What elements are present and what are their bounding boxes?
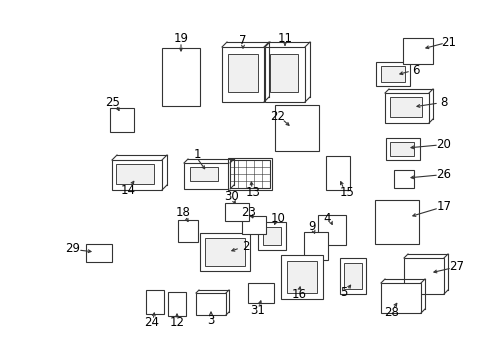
Text: 18: 18 [175,207,190,220]
Bar [242,216,265,234]
Text: 2: 2 [242,239,249,252]
Bar [393,170,413,188]
Bar [112,160,162,190]
Bar [190,167,218,181]
Text: 17: 17 [436,201,450,213]
Text: 30: 30 [224,189,239,202]
Bar [339,258,365,294]
Bar [403,258,443,294]
Bar [168,292,185,316]
Bar [222,47,264,102]
Bar [389,142,413,156]
Bar [384,93,428,123]
Bar [263,227,281,245]
Bar [196,293,225,315]
Bar [281,255,323,299]
Bar [247,283,273,303]
Bar [402,38,432,64]
Text: 10: 10 [270,211,285,225]
Bar [389,97,421,117]
Bar [178,220,198,242]
Text: 9: 9 [307,220,315,233]
Text: 7: 7 [239,33,246,46]
Text: 23: 23 [241,206,256,219]
Text: 27: 27 [448,261,464,274]
Bar [204,238,244,266]
Bar [224,203,248,221]
Bar [325,156,349,190]
Text: 13: 13 [245,185,260,198]
Bar [227,158,271,190]
Text: 19: 19 [173,31,188,45]
Text: 4: 4 [323,211,330,225]
Text: 21: 21 [441,36,456,49]
Bar [317,215,346,245]
Bar [110,108,134,132]
Text: 11: 11 [277,31,292,45]
Text: 28: 28 [384,306,399,319]
Text: 5: 5 [340,285,347,298]
Bar [385,138,419,160]
Text: 31: 31 [250,303,265,316]
Bar [274,105,318,151]
Text: 14: 14 [120,184,135,197]
Text: 3: 3 [207,314,214,327]
Bar [304,232,327,260]
Bar [116,164,154,184]
Bar [264,47,305,102]
Text: 12: 12 [169,316,184,329]
Bar [343,263,361,289]
Text: 29: 29 [65,243,81,256]
Text: 16: 16 [291,288,306,302]
Text: 22: 22 [270,111,285,123]
Bar [229,160,269,188]
Bar [146,290,163,314]
Text: 26: 26 [436,167,450,180]
Text: 20: 20 [436,138,450,150]
Text: 8: 8 [439,95,447,108]
Bar [200,233,249,271]
Bar [269,54,297,92]
Text: 6: 6 [411,63,419,77]
Bar [162,48,200,106]
Bar [183,163,229,189]
Text: 25: 25 [105,95,120,108]
Bar [375,62,409,86]
Text: 15: 15 [339,185,354,198]
Bar [286,261,316,293]
Bar [227,54,258,92]
Bar [374,200,418,244]
Text: 24: 24 [144,316,159,329]
Text: 1: 1 [193,148,201,162]
Bar [380,283,420,313]
Bar [380,66,404,82]
Bar [86,244,112,262]
Bar [258,222,285,250]
